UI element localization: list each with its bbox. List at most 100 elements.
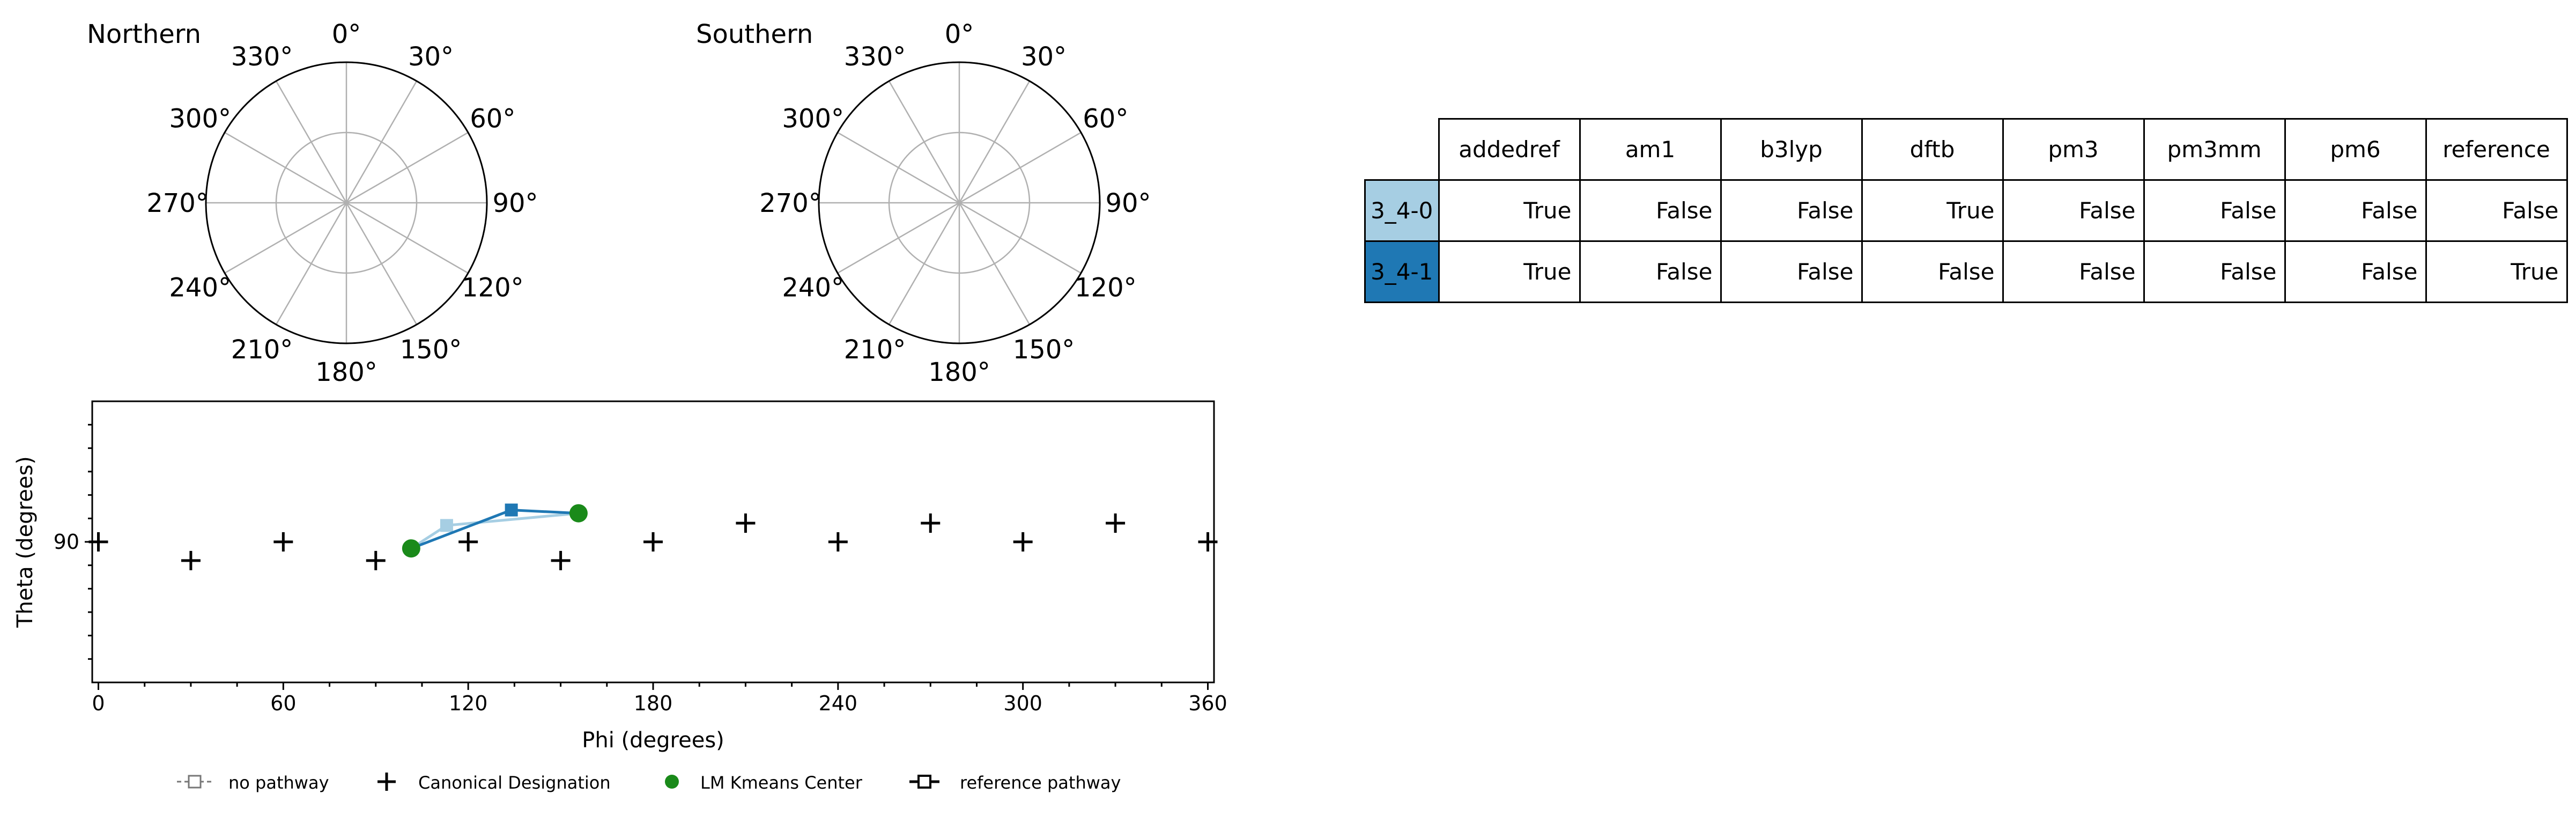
table-column-header: pm6 [2284,118,2427,181]
polar-title-southern: Southern [696,19,813,49]
legend-reference-marker [917,775,931,789]
table-column-header: pm3mm [2143,118,2286,181]
table-cell: True [1438,240,1581,303]
polar-angle-label: 270° [146,188,209,218]
table-column-header: pm3 [2002,118,2145,181]
table-column-header: dftb [1861,118,2004,181]
x-tick-label: 120 [449,692,488,715]
table-cell: False [1861,240,2004,303]
canonical-marker [273,532,293,552]
legend-no-pathway-marker [188,775,202,789]
pathway-square-marker [440,519,453,532]
polar-angle-label: 330° [844,42,906,72]
polar-angle-label: 210° [844,335,906,365]
canonical-marker [1106,513,1126,533]
polar-angle-label: 270° [759,188,821,218]
table-row-label: 3_4-0 [1364,179,1440,242]
table-cell: False [2002,240,2145,303]
polar-spoke [275,202,347,325]
table-cell: True [2425,240,2568,303]
legend-kmeans-label: LM Kmeans Center [700,773,863,793]
pathway-line [410,512,579,550]
table-cell: False [1579,179,1722,242]
table-cell: False [1720,240,1863,303]
table-cell: False [1579,240,1722,303]
phi-theta-chart: 0 60 120 180 240 300 360 90 Phi (degrees) Thet… [13,400,1227,753]
table-column-header: b3lyp [1720,118,1863,181]
x-tick-label: 240 [819,692,858,715]
polar-spoke [958,80,1031,203]
table-column-header: am1 [1579,118,1722,181]
kmeans-center-marker [569,504,588,523]
polar-angle-label: 0° [332,19,361,49]
y-tick-label: 90 [54,530,79,554]
y-axis-label: Theta (degrees) [13,456,38,628]
table-row-label: 3_4-1 [1364,240,1440,303]
x-tick-label: 0 [92,692,105,715]
legend-kmeans-marker [665,775,679,789]
legend-canonical-marker [377,773,396,791]
polar-angle-label: 90° [1105,188,1151,218]
polar-angle-label: 180° [928,357,990,387]
table-cell: False [2002,179,2145,242]
polar-angle-label: 30° [408,42,454,72]
legend-entry-no-pathway: no pathway [177,773,329,793]
legend-no-pathway-label: no pathway [228,773,329,793]
polar-outer-ring [818,61,1101,344]
polar-angle-label: 150° [400,335,462,365]
polar-spoke [837,131,960,204]
pathway-square-marker [505,503,518,517]
polar-angle-label: 120° [462,273,524,303]
x-axis-label: Phi (degrees) [582,728,724,753]
polar-angle-label: 60° [1083,104,1128,134]
polar-spoke [959,131,1082,204]
polar-plot-southern: Southern 0° 30° 60° 90° 120° 150° 180° 210° 240°… [696,19,1151,387]
polar-spoke [275,80,347,203]
polar-spoke [224,202,347,274]
table-row: 3_4-0 True False False True False False … [1364,179,2568,242]
legend-entry-canonical: Canonical Designation [377,773,611,793]
canonical-marker [181,550,201,570]
polar-angle-label: 90° [492,188,538,218]
polar-plot-northern: Northern 0° 30° 60° 90° 120° 150° 180° 210° 240°… [87,19,538,387]
table-cell: False [1720,179,1863,242]
table-column-header: reference [2425,118,2568,181]
polar-angle-label: 240° [782,273,844,303]
table-cell: True [1861,179,2004,242]
polar-angle-label: 180° [315,357,377,387]
canonical-marker [921,513,941,533]
table-cell: False [2143,240,2286,303]
polar-angle-label: 150° [1013,335,1075,365]
polar-spoke [345,202,418,325]
polar-spoke [224,131,347,204]
polar-angle-label: 210° [231,335,293,365]
polar-grid-northern [205,61,488,344]
legend-reference-label: reference pathway [960,773,1121,793]
polar-angle-label: 300° [169,104,231,134]
polar-spoke [888,80,960,203]
canonical-marker [458,532,478,552]
polar-angle-labels-northern: 0° 30° 60° 90° 120° 150° 180° 210° 240° 270° 300° 3… [146,19,538,387]
table-cell: False [2284,240,2427,303]
table-cell: False [2143,179,2286,242]
table-corner [1365,119,1439,180]
canonical-marker [828,532,848,552]
polar-spoke [346,131,469,204]
polar-outer-ring [205,61,488,344]
canonical-marker [1198,532,1218,552]
polar-angle-label: 60° [470,104,515,134]
canonical-marker [1013,532,1033,552]
legend-canonical-label: Canonical Designation [418,773,611,793]
canonical-marker [551,550,571,570]
polar-angle-label: 0° [945,19,974,49]
polar-title-northern: Northern [87,19,201,49]
table-column-header: addedref [1438,118,1581,181]
x-tick-label: 360 [1188,692,1227,715]
pathway-lines [410,503,579,550]
x-tick-label: 180 [634,692,673,715]
x-tick-label: 60 [270,692,296,715]
x-tick-label: 300 [1003,692,1042,715]
polar-spoke [837,202,960,274]
x-axis-ticks: 0 60 120 180 240 300 360 [92,682,1227,715]
